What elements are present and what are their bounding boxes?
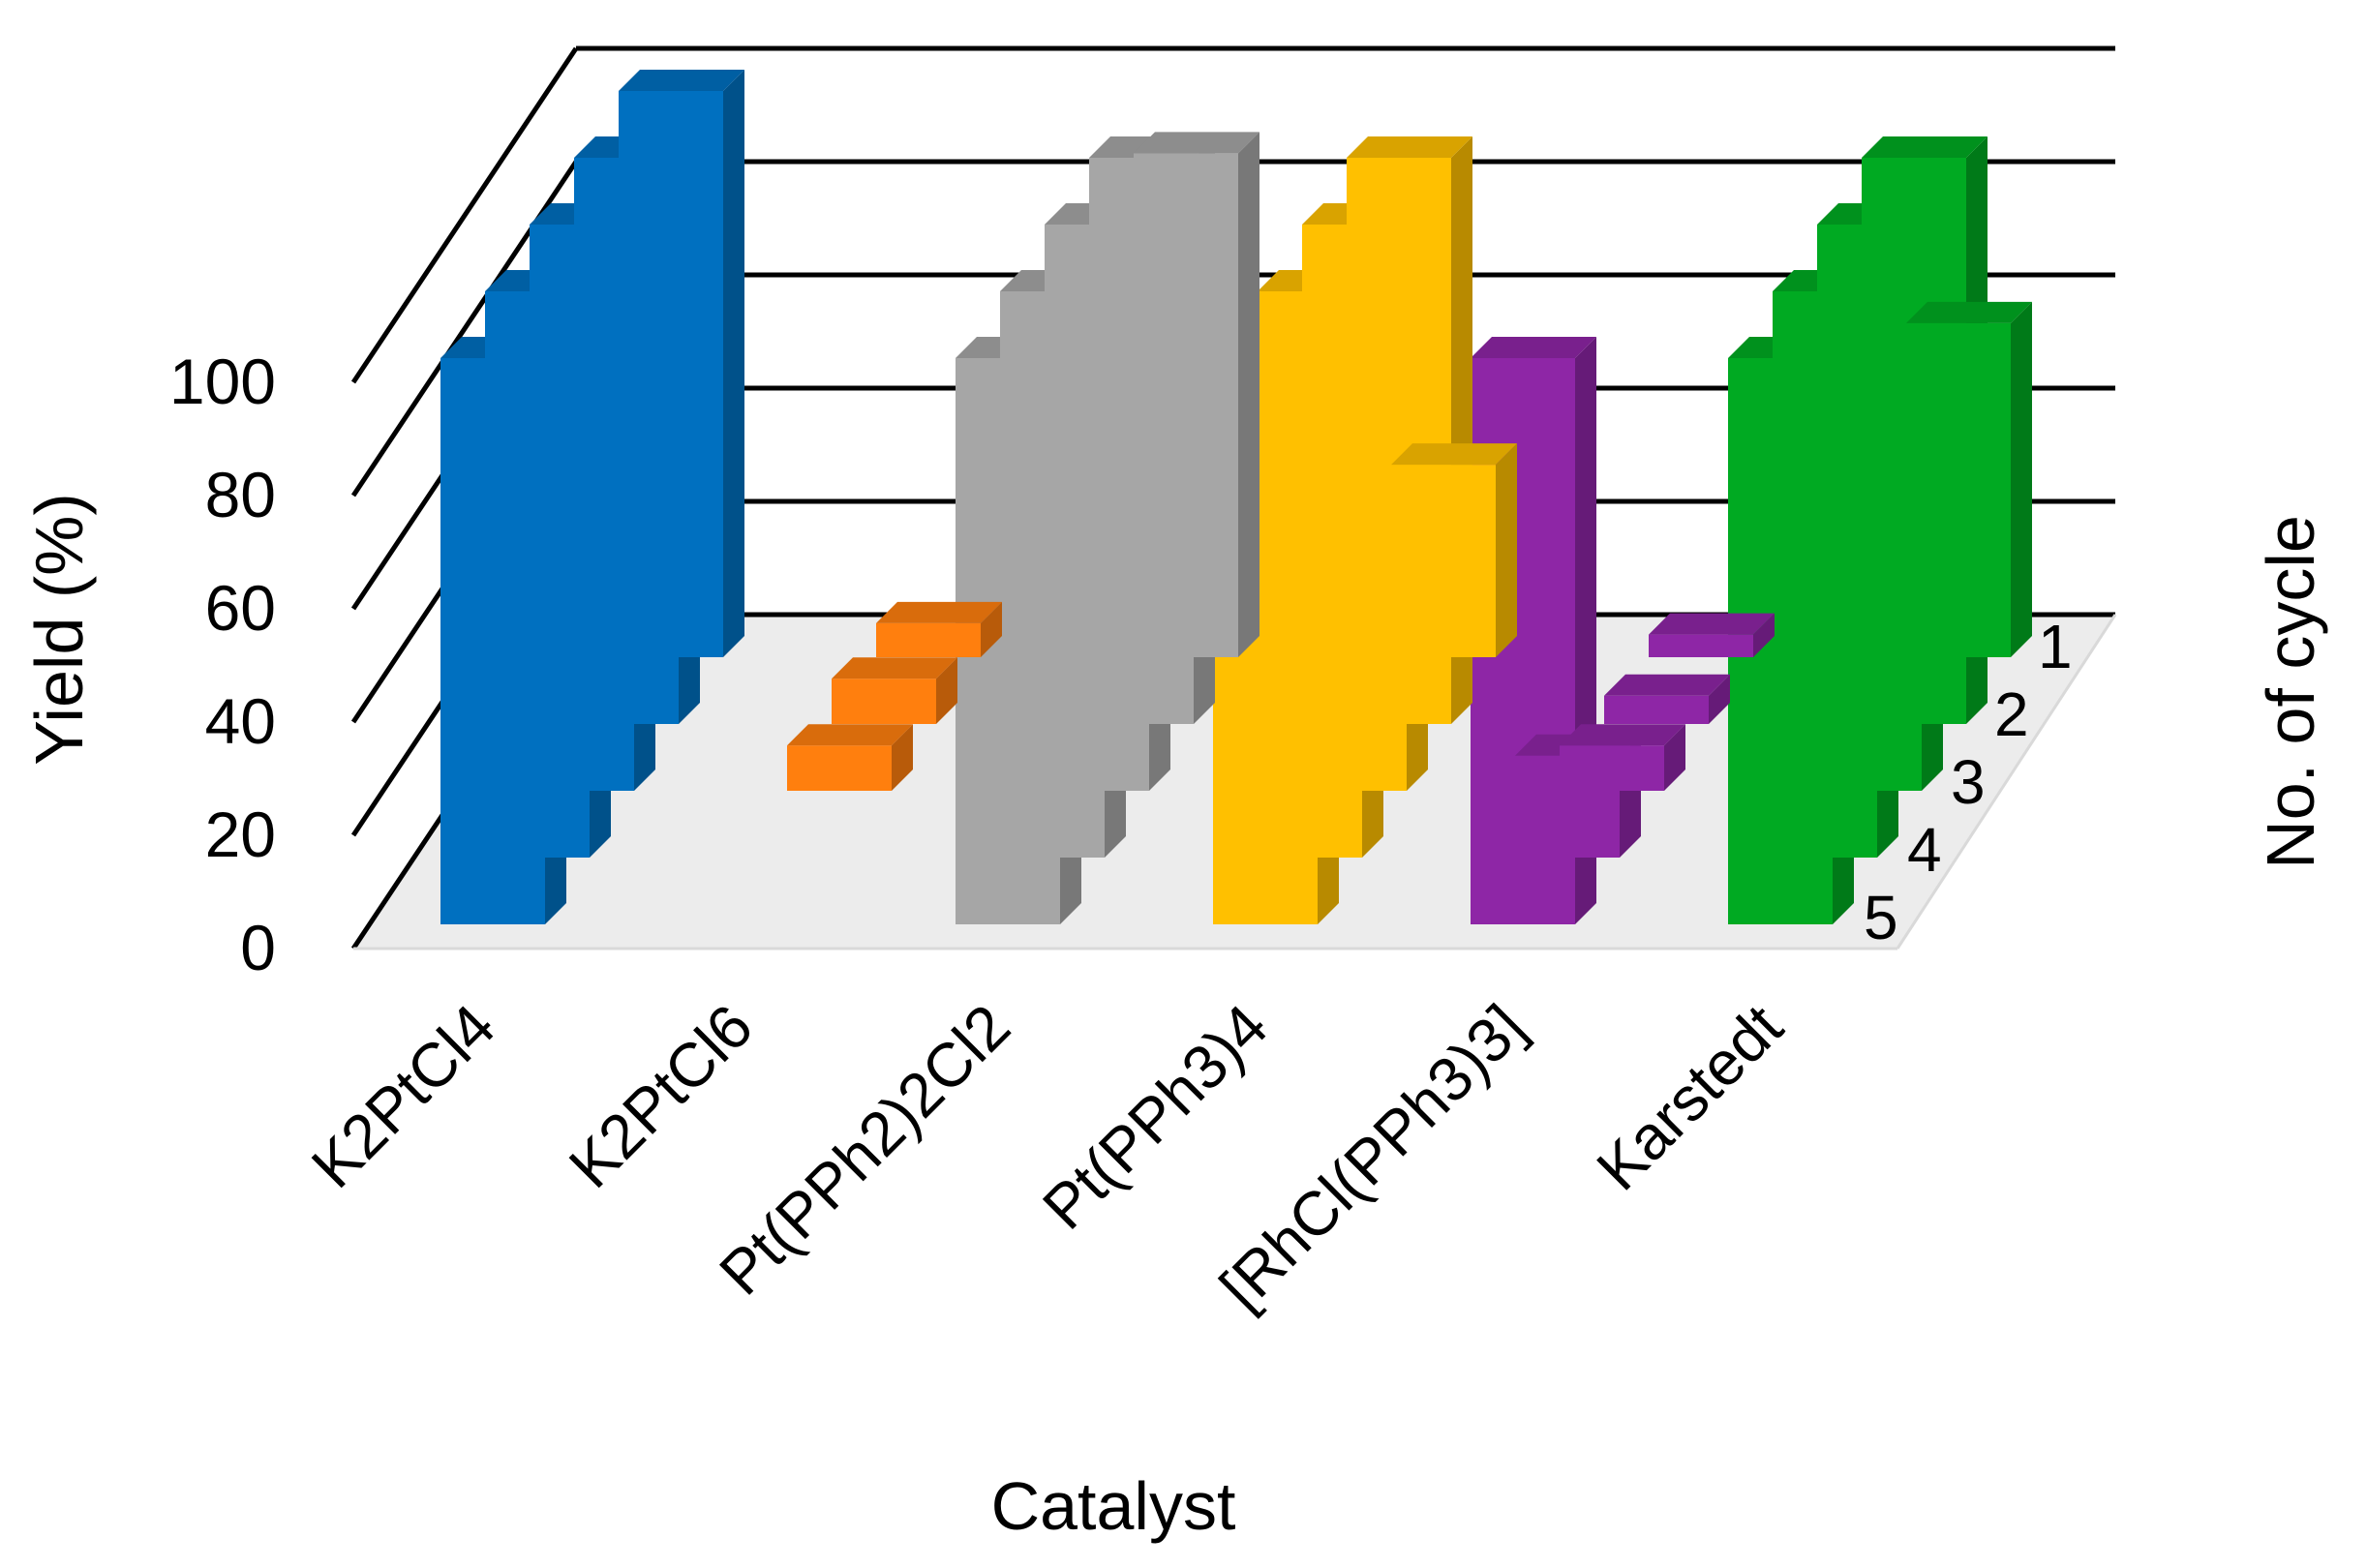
- bar: [1560, 724, 1685, 791]
- y-tick-label: 20: [205, 799, 276, 870]
- bar-side-face: [1709, 674, 1730, 724]
- bar-side-face: [1753, 613, 1775, 657]
- y-axis-title: Yield (%): [21, 493, 97, 765]
- bar-side-face: [936, 657, 957, 724]
- bar: [1649, 613, 1775, 657]
- bar-front-face: [1906, 322, 2011, 657]
- category-label: K2PtCl6: [556, 991, 766, 1201]
- bar-front-face: [787, 745, 892, 791]
- bar-front-face: [832, 678, 936, 724]
- bar-front-face: [876, 622, 981, 657]
- category-label: Karstedt: [1583, 991, 1796, 1204]
- bar-top-face: [1560, 724, 1685, 746]
- bar: [1906, 301, 2032, 657]
- y-tick-label: 80: [205, 459, 276, 530]
- bar-top-face: [619, 70, 744, 91]
- side-gridline: [350, 46, 579, 384]
- y-tick-label: 40: [205, 685, 276, 757]
- category-label: Pt(PPh3)4: [1029, 991, 1281, 1243]
- bar-top-face: [1391, 443, 1517, 466]
- bar-side-face: [1664, 724, 1685, 791]
- y-tick-label: 100: [169, 346, 276, 417]
- bar-top-face: [1471, 337, 1596, 358]
- bar: [619, 70, 744, 657]
- bar-top-face: [787, 724, 913, 746]
- bar: [832, 657, 957, 724]
- z-axis-title: No. of cycle: [2253, 515, 2328, 869]
- y-tick-label: 60: [205, 572, 276, 644]
- bar-side-face: [1238, 132, 1259, 658]
- bars: [440, 70, 2032, 924]
- bar-top-face: [1649, 613, 1775, 635]
- y-tick-label: 0: [240, 912, 276, 983]
- floor-right-edge: [1896, 614, 2117, 950]
- bar: [1604, 674, 1730, 724]
- bar-front-face: [619, 91, 723, 657]
- bar-top-face: [876, 601, 1002, 623]
- bar-top-face: [1604, 674, 1730, 696]
- bar: [787, 724, 913, 791]
- bar-top-face: [832, 657, 957, 679]
- bar-top-face: [1906, 301, 2032, 323]
- depth-label: 1: [2038, 612, 2073, 681]
- depth-label: 4: [1907, 815, 1942, 885]
- bar-side-face: [1496, 443, 1517, 657]
- bar: [1391, 443, 1517, 657]
- y-tick-labels: 0 20 40 60 80 100: [169, 346, 276, 983]
- bar-front-face: [1391, 465, 1496, 657]
- bar-top-face: [1347, 136, 1472, 158]
- depth-label: 5: [1864, 883, 1898, 952]
- bar-front-face: [1604, 695, 1709, 724]
- bar-side-face: [2011, 301, 2032, 657]
- bar: [876, 601, 1002, 657]
- bar-side-face: [892, 724, 913, 791]
- bar-top-face: [1134, 132, 1259, 154]
- depth-label: 2: [1994, 679, 2029, 749]
- bar: [1134, 132, 1259, 658]
- bar-top-face: [1862, 136, 1988, 158]
- bar-front-face: [1134, 153, 1238, 658]
- bar-side-face: [981, 601, 1002, 657]
- bar-front-face: [1649, 634, 1753, 657]
- x-axis-title: Catalyst: [991, 1468, 1236, 1544]
- category-label: K2PtCl4: [298, 991, 508, 1201]
- bar-side-face: [723, 70, 744, 657]
- bar-front-face: [1560, 745, 1664, 791]
- depth-label: 3: [1951, 747, 1986, 817]
